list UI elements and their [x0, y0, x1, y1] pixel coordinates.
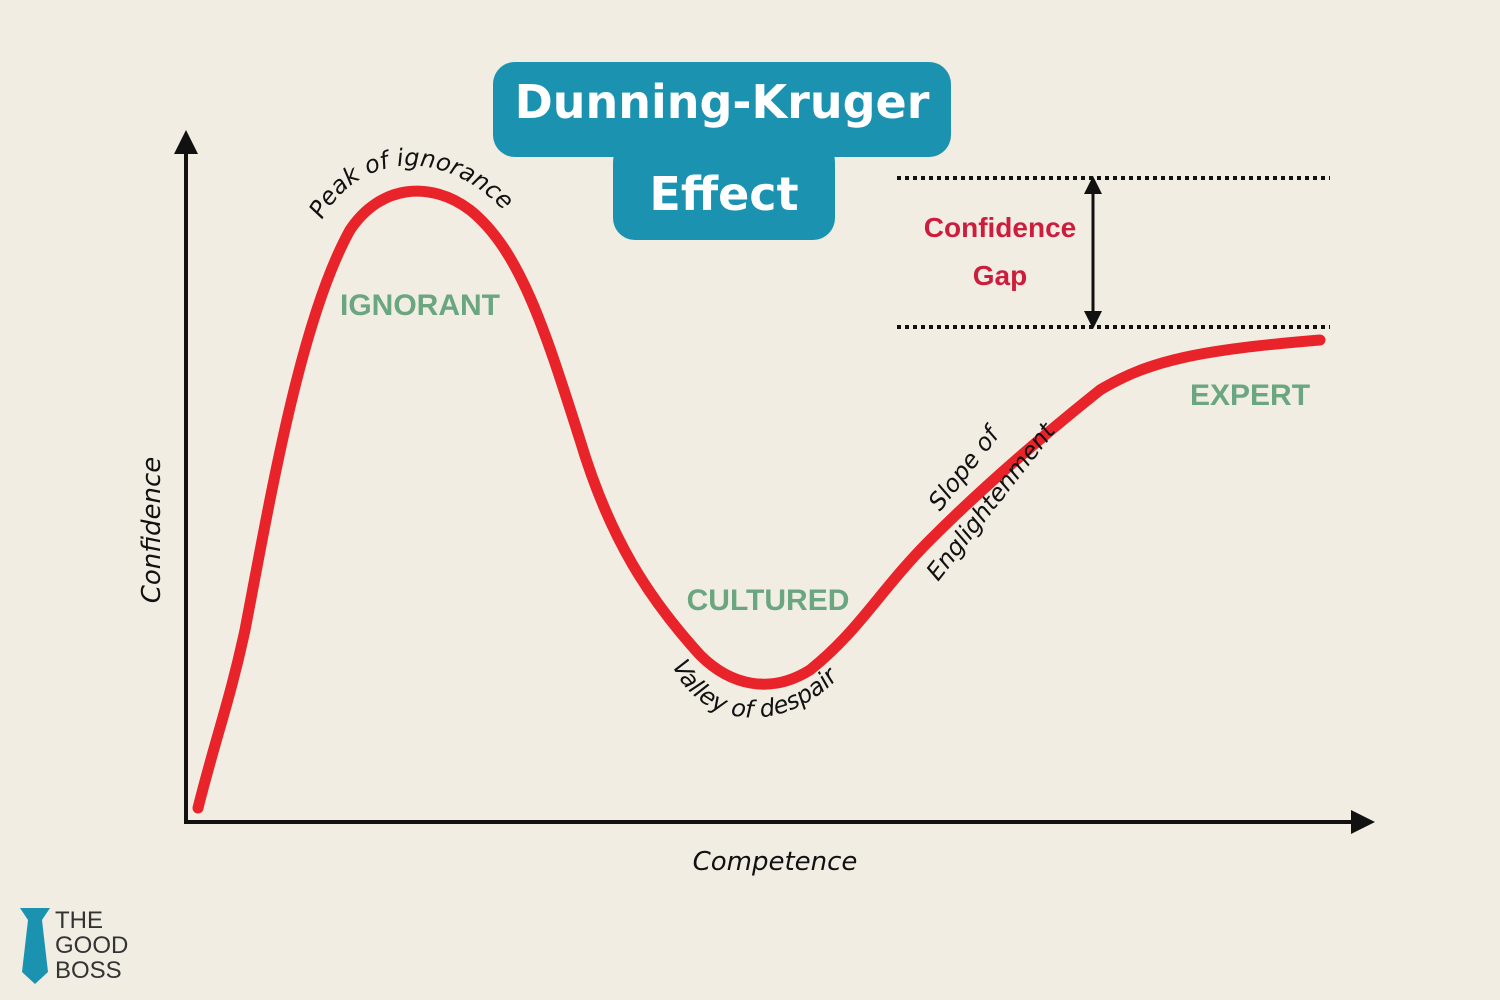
- gap-label: Gap: [973, 260, 1027, 291]
- x-axis-label: Competence: [693, 847, 858, 877]
- gap-label: Confidence: [924, 212, 1076, 243]
- title-box: [493, 62, 951, 157]
- logo-line: GOOD: [55, 932, 128, 959]
- title: Dunning-Kruger: [515, 75, 930, 129]
- stage-label: CULTURED: [687, 584, 850, 617]
- logo-text: THE GOOD BOSS: [55, 907, 128, 984]
- logo-tie: [20, 908, 50, 984]
- confidence-curve: [192, 185, 1326, 814]
- logo-line: BOSS: [55, 957, 122, 984]
- logo-line: THE: [55, 907, 103, 934]
- y-axis-label: Confidence: [137, 457, 167, 604]
- stage-label: IGNORANT: [340, 289, 500, 322]
- stage-label: EXPERT: [1190, 379, 1310, 412]
- title: Effect: [649, 167, 798, 221]
- title-box: [613, 140, 835, 240]
